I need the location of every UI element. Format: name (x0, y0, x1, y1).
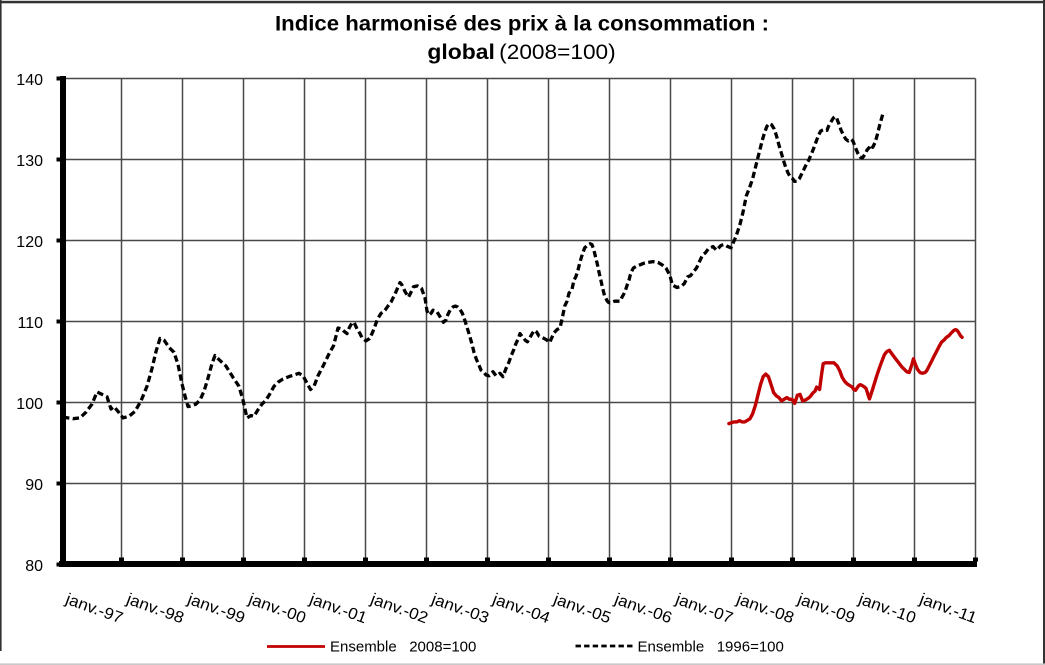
svg-text:Ensemble 1996=100: Ensemble 1996=100 (638, 639, 784, 656)
svg-text:Indice harmonisé des prix à la: Indice harmonisé des prix à la consommat… (275, 13, 769, 36)
svg-text:(2008=100): (2008=100) (499, 41, 616, 64)
svg-text:global: global (427, 41, 495, 64)
svg-text:80: 80 (25, 558, 43, 575)
svg-text:Ensemble 2008=100: Ensemble 2008=100 (330, 639, 476, 656)
svg-text:90: 90 (25, 477, 43, 494)
svg-text:140: 140 (16, 72, 43, 89)
svg-text:100: 100 (16, 396, 43, 413)
svg-text:120: 120 (16, 234, 43, 251)
svg-text:110: 110 (17, 315, 43, 332)
svg-text:130: 130 (16, 153, 43, 170)
